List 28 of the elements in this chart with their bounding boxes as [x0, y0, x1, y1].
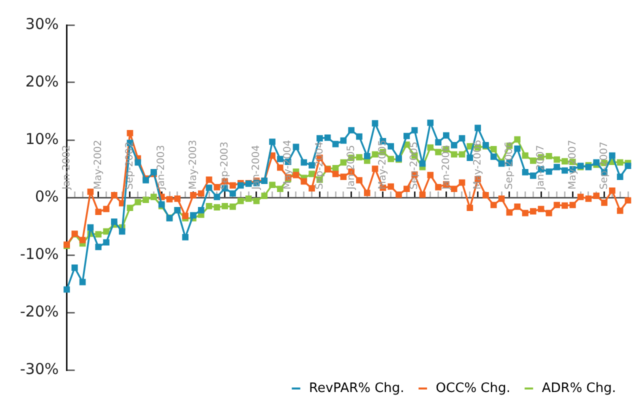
- y-tick-label: 20%: [25, 72, 59, 90]
- x-tick-label: May-2004: [282, 140, 294, 190]
- x-tick-label: May-2003: [188, 140, 199, 190]
- x-tick-label: Jan-2006: [440, 145, 452, 190]
- x-tick-label: Sep-2004: [314, 142, 326, 190]
- x-tick-label: Sep-2005: [409, 142, 420, 190]
- y-tick-label: 10%: [25, 130, 59, 148]
- legend-label: RevPAR% Chg.: [309, 380, 404, 396]
- x-tick-label: Jan-2007: [536, 145, 547, 190]
- y-tick-label: -10%: [20, 244, 59, 263]
- legend-label: OCC% Chg.: [436, 380, 510, 396]
- x-tick-label: Sep-2003: [219, 142, 230, 190]
- x-tick-label: Sep-2007: [598, 142, 610, 190]
- x-tick-label: Jan-2005: [346, 145, 357, 190]
- x-tick-label: Sep-2002: [124, 142, 136, 190]
- x-tick-label: May-2002: [92, 140, 104, 190]
- y-tick-label: -20%: [20, 302, 59, 320]
- x-tick-label: May-2007: [567, 140, 578, 190]
- y-tick-label: 30%: [25, 14, 59, 33]
- x-tick-label: May-2006: [472, 140, 484, 190]
- legend-label: ADR% Chg.: [542, 380, 616, 396]
- y-tick-label: 0%: [34, 187, 59, 206]
- x-tick-label: Jan-2002: [61, 145, 72, 190]
- x-tick-label: Sep-2006: [504, 142, 516, 190]
- x-tick-label: Jan-2004: [251, 145, 262, 190]
- x-tick-label: Jan-2003: [156, 145, 168, 190]
- y-tick-label: -30%: [20, 360, 59, 378]
- x-tick-label: May-2005: [378, 140, 389, 190]
